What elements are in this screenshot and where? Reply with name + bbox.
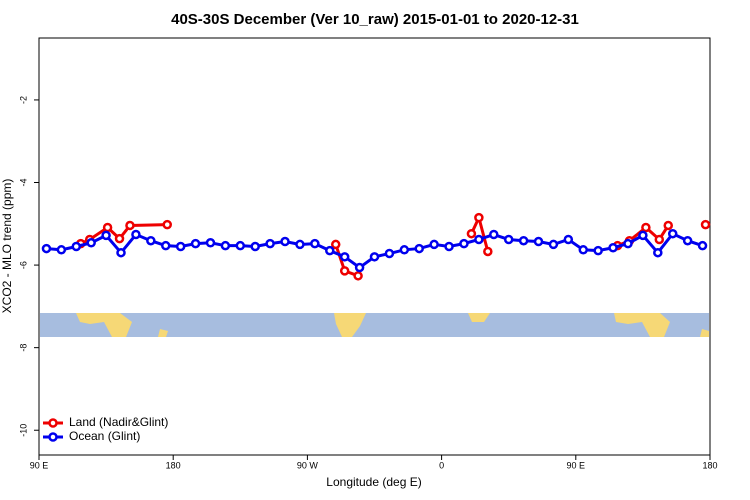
data-point [700, 219, 711, 230]
y-tick-label: -6 [18, 261, 28, 269]
data-point [250, 241, 260, 252]
legend-label: Ocean (Glint) [69, 429, 140, 443]
data-point [518, 235, 529, 246]
data-point [86, 238, 96, 248]
data-point [339, 266, 350, 276]
data-point [548, 239, 559, 250]
x-tick-label: 90 E [30, 460, 49, 470]
data-point [116, 247, 126, 258]
data-point [175, 241, 186, 252]
data-point [608, 242, 618, 253]
data-point [533, 236, 544, 247]
data-point [429, 239, 439, 250]
data-point [220, 240, 231, 251]
legend-label: Land (Nadir&Glint) [69, 415, 168, 429]
data-point [71, 241, 82, 252]
data-point [444, 241, 454, 252]
data-point [489, 229, 499, 240]
legend-marker [48, 432, 58, 442]
chart-title: 40S-30S December (Ver 10_raw) 2015-01-01… [171, 11, 579, 28]
data-point [160, 240, 171, 251]
data-point [563, 234, 574, 245]
legend-marker [48, 418, 58, 428]
data-point [414, 243, 424, 254]
y-tick-label: -10 [18, 424, 28, 437]
data-point [190, 238, 201, 249]
data-point [325, 245, 335, 256]
data-point [101, 230, 111, 241]
data-point [56, 245, 67, 255]
series-line [46, 231, 704, 270]
data-point [235, 240, 246, 251]
data-point [663, 220, 673, 231]
data-point [339, 252, 350, 262]
data-point [369, 252, 380, 262]
data-point [638, 230, 648, 241]
data-point [131, 229, 141, 240]
data-point [483, 246, 493, 257]
y-tick-label: -8 [18, 344, 28, 352]
data-point [399, 245, 410, 255]
x-tick-label: 0 [439, 460, 444, 470]
data-point [330, 239, 341, 250]
data-point [310, 238, 320, 249]
data-point [102, 222, 113, 233]
x-tick-label: 90 E [567, 460, 586, 470]
data-point [280, 236, 290, 247]
data-point [654, 234, 665, 245]
x-tick-label: 180 [702, 460, 717, 470]
data-point [41, 243, 52, 254]
data-point [265, 238, 275, 249]
data-point [384, 248, 395, 259]
data-point [653, 247, 663, 258]
data-point [466, 228, 477, 239]
data-point [623, 238, 633, 249]
data-point [114, 233, 125, 244]
y-axis-label: XCO2 - MLO trend (ppm) [0, 179, 14, 314]
y-tick-label: -2 [18, 96, 28, 104]
data-point [641, 222, 651, 233]
data-point [162, 219, 172, 230]
plot-frame [38, 37, 711, 456]
data-point [593, 245, 603, 256]
data-point [697, 240, 708, 251]
x-axis-label: Longitude (deg E) [326, 475, 421, 489]
data-point [205, 238, 216, 248]
data-point [125, 220, 135, 231]
data-point [354, 262, 365, 273]
data-point [474, 234, 484, 245]
data-point [667, 228, 678, 239]
data-point [459, 238, 469, 249]
y-tick-label: -4 [18, 178, 28, 186]
x-tick-label: 90 W [297, 460, 319, 470]
map-band [40, 313, 709, 337]
data-point [353, 271, 363, 281]
data-point [682, 235, 693, 246]
x-tick-label: 180 [166, 460, 181, 470]
data-point [146, 235, 156, 246]
data-point [578, 245, 589, 255]
data-point [503, 234, 514, 245]
data-point [474, 212, 484, 223]
data-point [295, 239, 305, 250]
